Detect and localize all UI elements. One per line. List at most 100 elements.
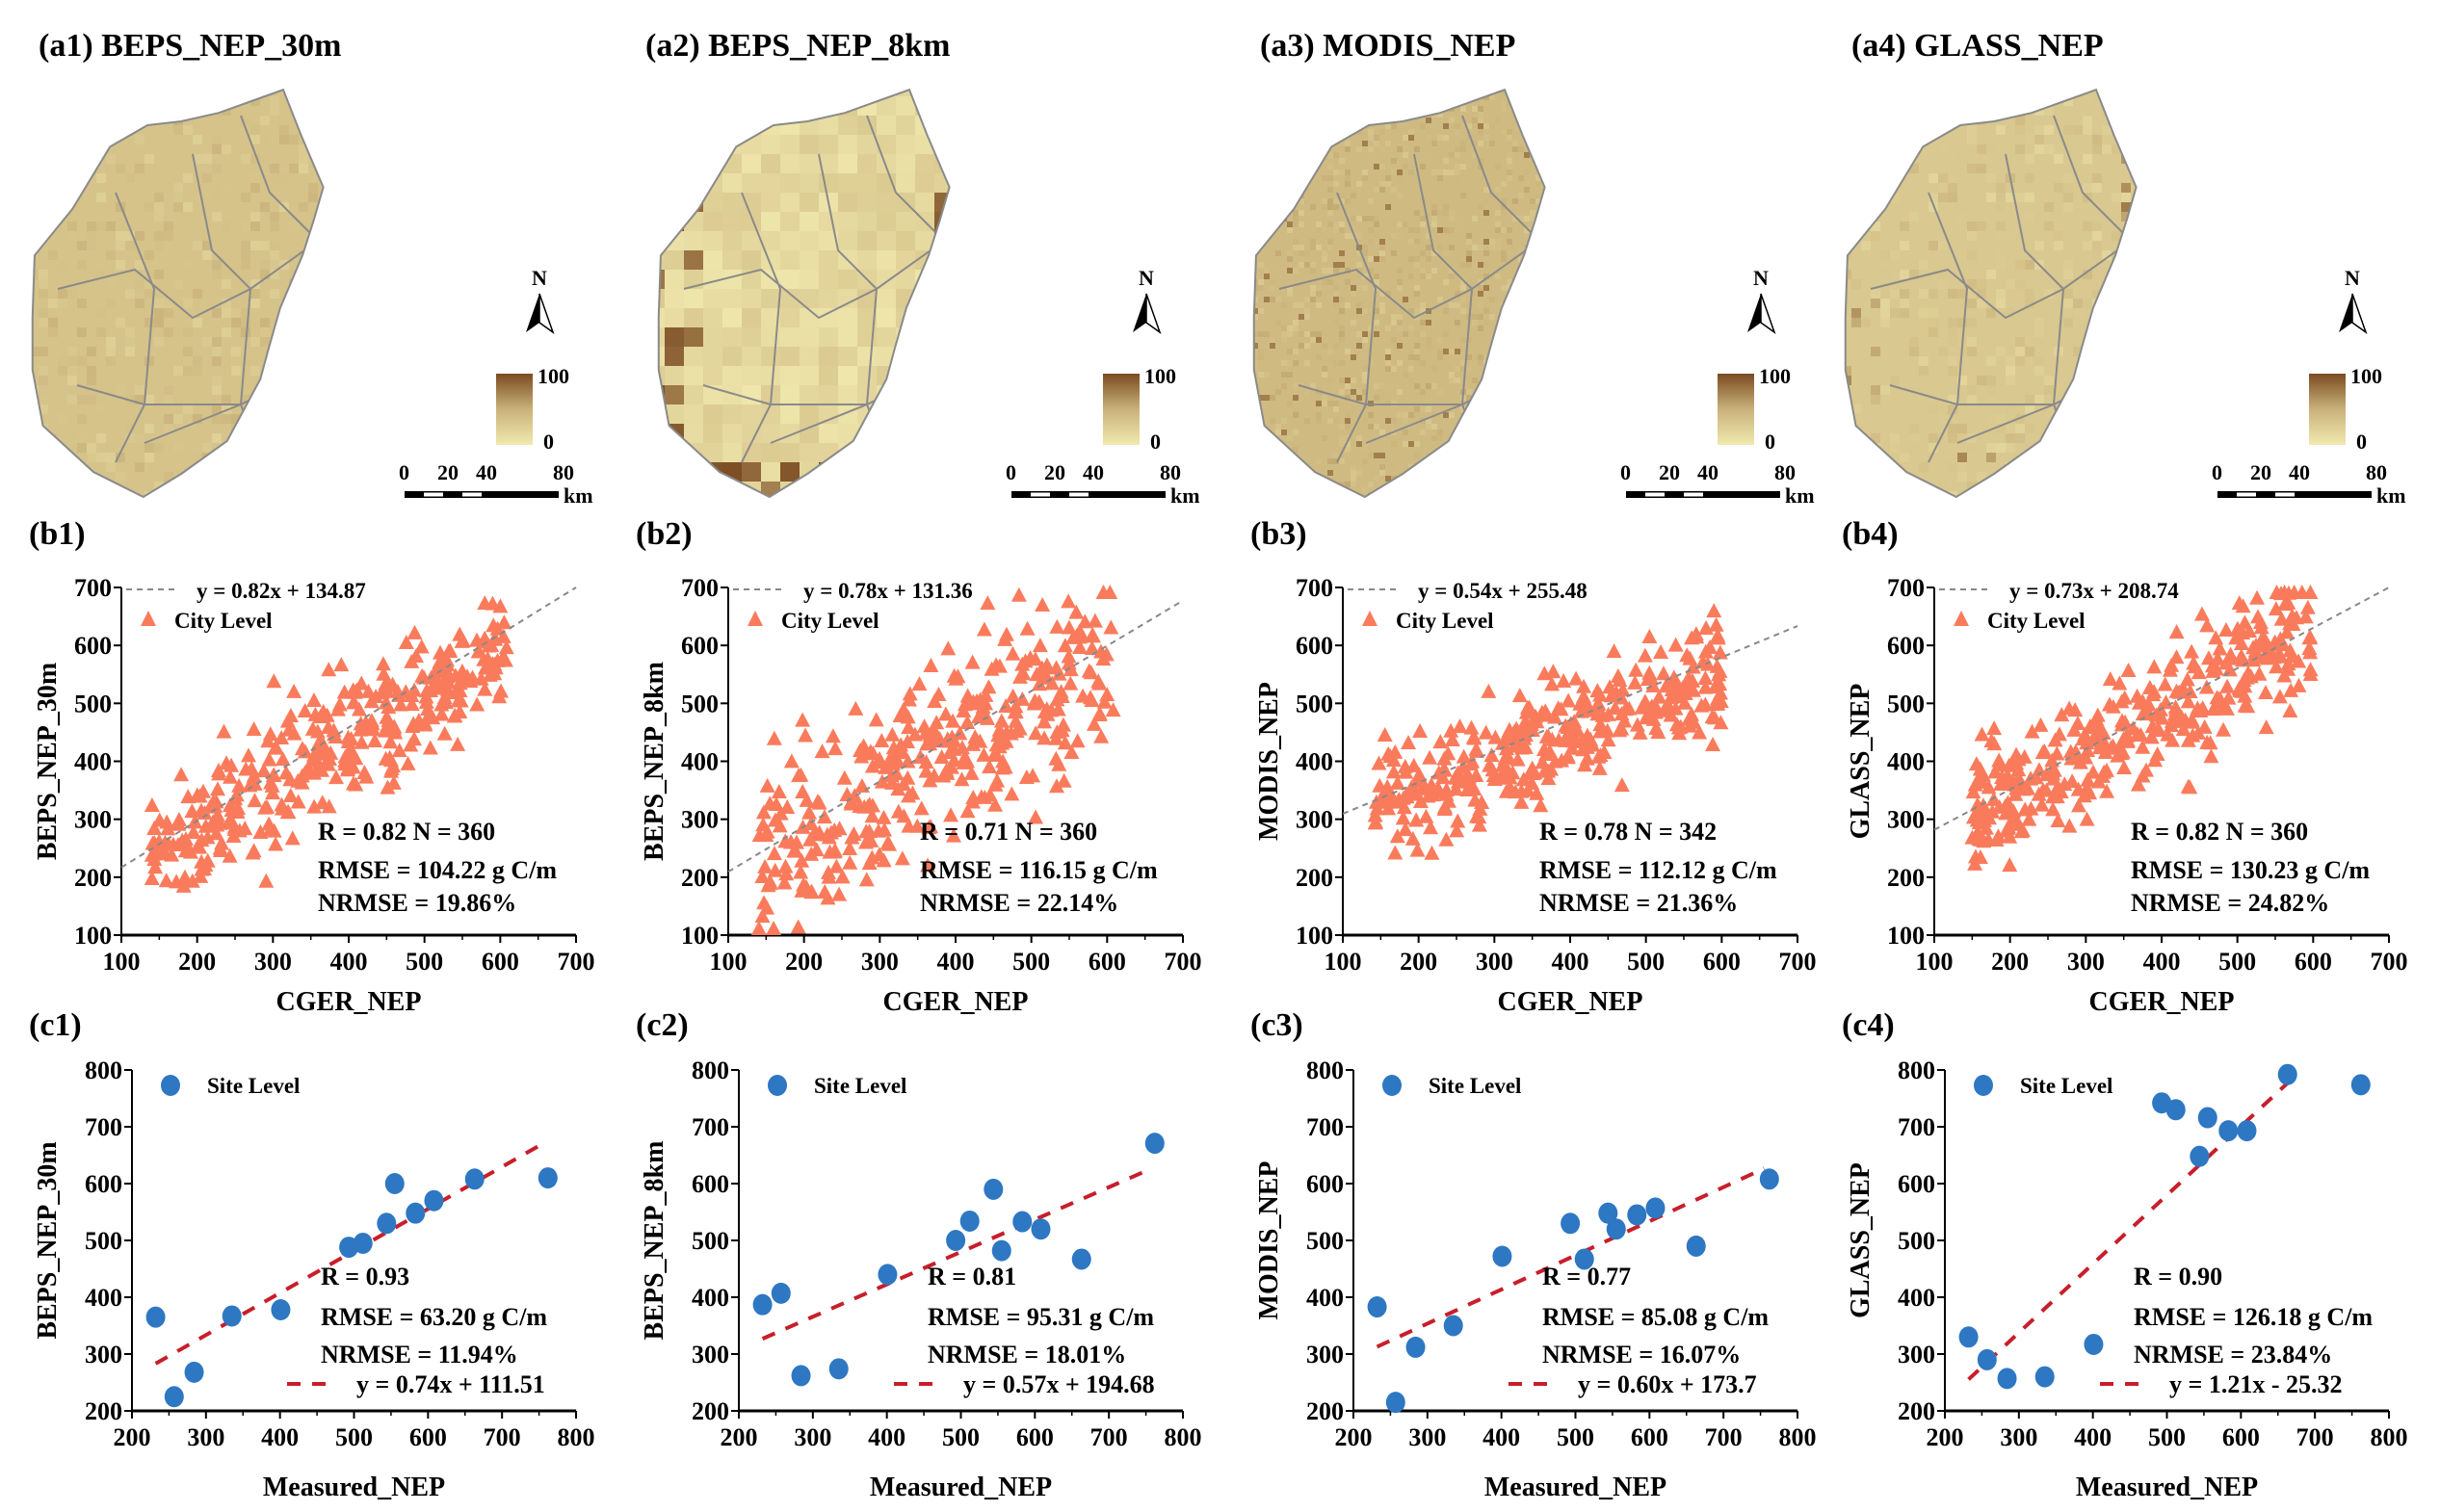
- raster-cell: [1501, 354, 1507, 360]
- data-point-triangle: [498, 639, 514, 655]
- raster-cell: [231, 356, 241, 366]
- scatter-panel-b2: (b2)100 200 300 400 500 600 700100200300400500…: [636, 516, 1202, 1017]
- raster-cell: [1512, 198, 1518, 204]
- raster-cell: [1483, 482, 1489, 487]
- raster-cell: [722, 385, 742, 404]
- raster-cell: [1478, 141, 1483, 146]
- raster-cell: [183, 299, 193, 308]
- x-tick-label: 300: [1408, 1423, 1446, 1451]
- raster-cell: [1253, 308, 1258, 314]
- raster-cell: [684, 96, 703, 116]
- raster-cell: [2015, 337, 2025, 347]
- raster-cell: [1351, 406, 1356, 412]
- data-point-triangle: [919, 736, 935, 751]
- raster-cell: [1414, 412, 1420, 418]
- data-point-triangle: [2280, 594, 2296, 610]
- raster-cell: [1270, 395, 1275, 401]
- raster-cell: [1391, 314, 1397, 320]
- scale-bar-segment: [1069, 492, 1089, 497]
- y-axis-label: BEPS_NEP_8km: [640, 662, 669, 861]
- data-point-triangle: [219, 755, 235, 770]
- raster-cell: [2006, 376, 2015, 385]
- y-tick-label: 500: [1296, 690, 1333, 717]
- raster-cell: [1501, 464, 1507, 470]
- raster-cell: [1362, 331, 1368, 337]
- raster-cell: [2092, 77, 2102, 87]
- raster-cell: [1316, 458, 1322, 464]
- raster-cell: [1408, 239, 1414, 245]
- raster-cell: [279, 453, 289, 462]
- raster-cell: [308, 337, 318, 347]
- raster-cell: [2054, 144, 2063, 154]
- scale-bar-segment: [1031, 492, 1050, 497]
- raster-cell: [1472, 401, 1478, 406]
- stat-text: RMSE = 63.20 g C/m: [321, 1303, 547, 1331]
- raster-cell: [1339, 106, 1345, 112]
- raster-cell: [1414, 285, 1420, 291]
- panel-label: (c3): [1250, 1007, 1303, 1043]
- raster-cell: [1426, 320, 1431, 326]
- raster-cell: [2063, 96, 2073, 106]
- boundary-line: [770, 404, 868, 444]
- raster-cell: [1541, 395, 1545, 401]
- raster-cell: [1374, 320, 1379, 326]
- raster-cell: [1304, 112, 1310, 117]
- raster-cell: [2006, 193, 2015, 202]
- raster-cell: [1530, 100, 1535, 106]
- data-point-triangle: [2203, 748, 2219, 764]
- data-point-triangle: [1093, 728, 1110, 743]
- raster-cell: [1253, 331, 1258, 337]
- data-point-triangle: [766, 846, 782, 861]
- raster-cell: [1281, 302, 1287, 308]
- raster-cell: [1541, 406, 1545, 412]
- raster-cell: [857, 308, 877, 327]
- raster-cell: [1437, 112, 1443, 117]
- raster-cell: [1495, 482, 1501, 487]
- raster-cell: [1547, 175, 1553, 181]
- raster-cell: [1460, 337, 1466, 343]
- raster-cell: [48, 173, 58, 183]
- raster-cell: [1524, 314, 1530, 320]
- raster-cell: [1420, 256, 1426, 262]
- data-point-triangle: [2301, 630, 2318, 645]
- raster-cell: [1316, 331, 1322, 337]
- raster-cell: [1385, 447, 1391, 453]
- raster-cell: [1524, 424, 1530, 430]
- raster-cell: [1362, 141, 1368, 146]
- data-point-triangle: [1103, 619, 1119, 635]
- raster-cell: [212, 135, 222, 144]
- raster-cell: [1258, 198, 1264, 204]
- raster-cell: [1426, 458, 1431, 464]
- raster-cell: [1880, 289, 1890, 299]
- raster-cell: [1518, 285, 1524, 291]
- data-point-triangle: [1422, 749, 1438, 765]
- raster-cell: [2083, 443, 2092, 453]
- raster-cell: [1541, 262, 1545, 268]
- raster-cell: [2083, 318, 2092, 327]
- data-point-triangle: [2002, 798, 2018, 814]
- raster-cell: [250, 135, 260, 144]
- raster-cell: [1304, 129, 1310, 135]
- raster-cell: [2150, 212, 2160, 222]
- raster-cell: [1246, 123, 1252, 129]
- raster-cell: [1316, 487, 1322, 493]
- raster-cell: [1541, 499, 1547, 505]
- raster-cell: [1437, 297, 1443, 302]
- raster-cell: [1501, 285, 1507, 291]
- raster-cell: [77, 125, 87, 135]
- raster-cell: [1431, 499, 1437, 505]
- raster-cell: [1564, 198, 1570, 204]
- raster-cell: [202, 250, 212, 260]
- raster-cell: [19, 87, 29, 96]
- raster-cell: [1327, 83, 1333, 89]
- raster-cell: [1299, 245, 1304, 250]
- data-point-triangle: [1637, 693, 1653, 709]
- data-point-triangle: [496, 614, 512, 630]
- raster-cell: [135, 395, 144, 404]
- raster-cell: [87, 453, 96, 462]
- raster-cell: [1275, 181, 1281, 187]
- data-point-triangle: [1409, 842, 1426, 857]
- data-point-triangle: [1674, 680, 1691, 695]
- raster-cell: [1900, 77, 1909, 87]
- stat-text: R = 0.77: [1542, 1263, 1631, 1290]
